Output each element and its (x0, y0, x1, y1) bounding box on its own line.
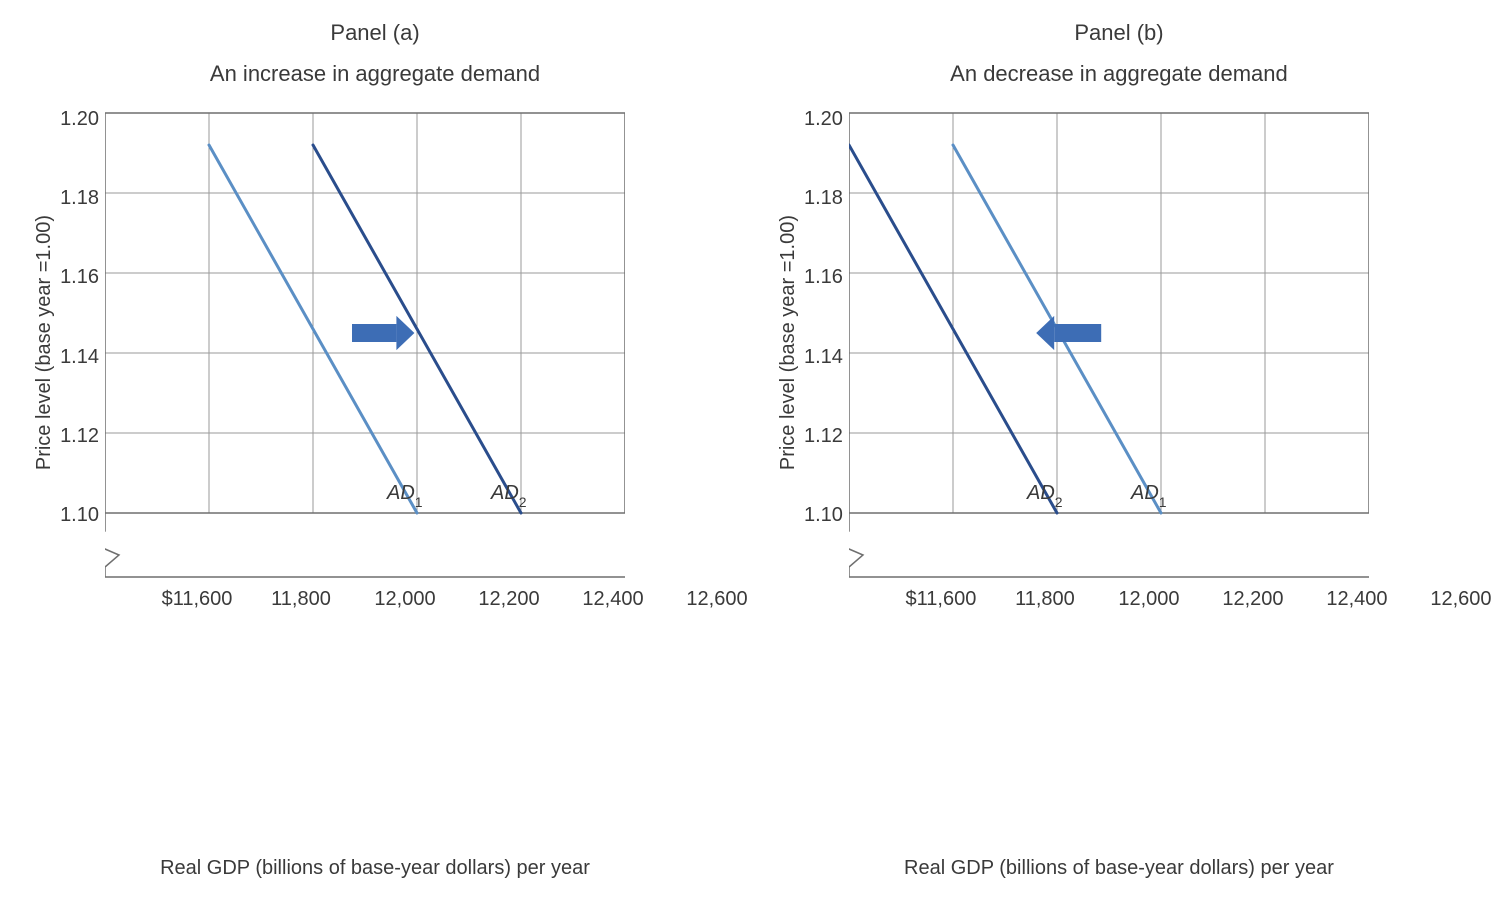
x-tick: 11,800 (271, 588, 331, 611)
y-axis-label: Price level (base year =1.00) (777, 215, 800, 470)
x-axis-label: Real GDP (billions of base-year dollars)… (160, 857, 590, 880)
broken-axis-icon (105, 513, 119, 577)
y-tick: 1.10 (60, 504, 99, 527)
x-tick: 12,400 (1326, 588, 1387, 611)
y-tick: 1.12 (60, 425, 99, 448)
y-tick: 1.18 (60, 187, 99, 210)
y-tick: 1.14 (60, 346, 99, 369)
x-tick: 12,400 (582, 588, 643, 611)
x-tick: $11,600 (906, 588, 977, 611)
y-tick-labels: 1.20 1.18 1.16 1.14 1.12 1.10 (60, 98, 99, 588)
y-tick: 1.12 (804, 425, 843, 448)
y-tick-labels: 1.20 1.18 1.16 1.14 1.12 1.10 (804, 98, 843, 588)
panel-title: Panel (a) (330, 20, 419, 46)
x-tick: 12,200 (1222, 588, 1283, 611)
broken-axis-icon (849, 513, 863, 577)
panel-title: Panel (b) (1074, 20, 1163, 46)
panel-subtitle: An decrease in aggregate demand (950, 60, 1288, 88)
x-tick: 12,200 (478, 588, 539, 611)
y-axis-label: Price level (base year =1.00) (33, 215, 56, 470)
panel-subtitle: An increase in aggregate demand (210, 60, 540, 88)
y-tick: 1.20 (804, 108, 843, 131)
y-tick: 1.14 (804, 346, 843, 369)
x-axis-label: Real GDP (billions of base-year dollars)… (904, 857, 1334, 880)
x-tick: 12,600 (686, 588, 747, 611)
y-tick: 1.16 (60, 266, 99, 289)
chart-plot: AD1AD2 (849, 103, 1369, 583)
panel-b: Panel (b) An decrease in aggregate demand… (777, 20, 1461, 880)
y-tick: 1.10 (804, 504, 843, 527)
panels-container: Panel (a) An increase in aggregate demand… (0, 0, 1494, 910)
chart-plot: AD1AD2 (105, 103, 625, 583)
y-tick: 1.20 (60, 108, 99, 131)
x-tick: 12,000 (374, 588, 435, 611)
x-tick: $11,600 (162, 588, 233, 611)
x-tick: 11,800 (1015, 588, 1075, 611)
panel-a: Panel (a) An increase in aggregate demand… (33, 20, 717, 880)
y-tick: 1.18 (804, 187, 843, 210)
x-tick: 12,600 (1430, 588, 1491, 611)
x-tick: 12,000 (1118, 588, 1179, 611)
y-tick: 1.16 (804, 266, 843, 289)
